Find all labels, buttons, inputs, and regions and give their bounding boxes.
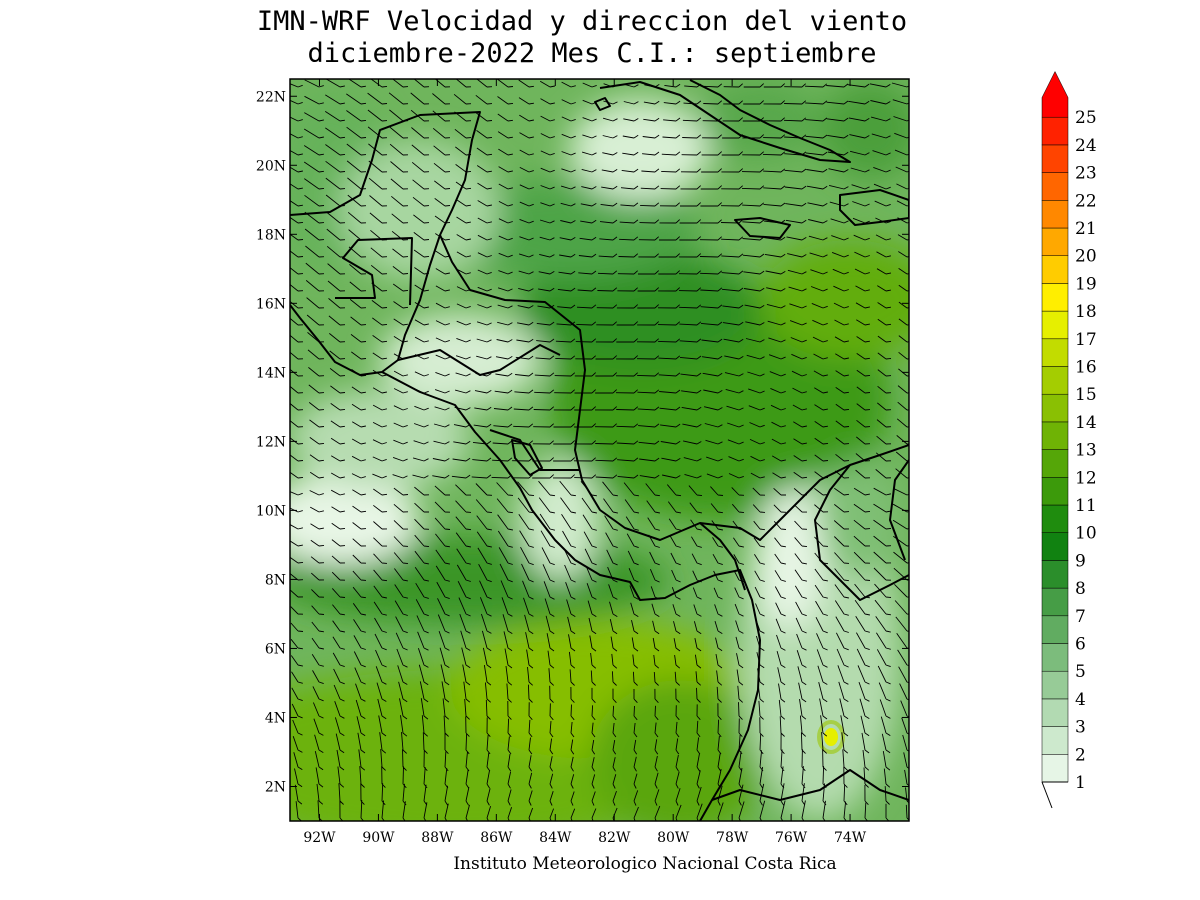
colorbar-swatch: [1041, 560, 1069, 589]
lat-tick-label: 4N: [265, 710, 286, 726]
lat-tick-label: 20N: [256, 158, 286, 174]
map-plot-area: [290, 79, 909, 821]
colorbar-swatch: [1041, 116, 1069, 146]
colorbar-label: 16: [1075, 358, 1097, 378]
lat-tick-label: 14N: [256, 365, 286, 381]
colorbar-label: 25: [1075, 108, 1097, 128]
colorbar-label: 19: [1075, 274, 1097, 294]
colorbar-label: 5: [1075, 662, 1086, 682]
lat-tick-label: 18N: [256, 227, 286, 243]
latitude-axis: 2N 4N 6N 8N 10N 12N 14N 16N 18N 20N 22N: [256, 89, 909, 795]
credit-label: Instituto Meteorologico Nacional Costa R…: [453, 854, 836, 874]
wind-barb-grid: [290, 79, 909, 821]
colorbar-swatch: [1041, 726, 1069, 755]
colorbar-label: 20: [1075, 247, 1097, 267]
colorbar-swatch: [1041, 283, 1069, 312]
colorbar-label: 14: [1075, 413, 1097, 433]
colorbar-label: 15: [1075, 385, 1097, 405]
lat-tick-label: 22N: [256, 89, 286, 105]
colorbar-label: 10: [1075, 524, 1097, 544]
colorbar-swatch: [1041, 227, 1069, 256]
colorbar-label: 9: [1075, 551, 1086, 571]
lon-tick-label: 86W: [480, 830, 513, 846]
coastlines: [290, 79, 909, 821]
lon-tick-label: 90W: [362, 830, 395, 846]
lon-tick-label: 84W: [539, 830, 572, 846]
lon-tick-label: 82W: [598, 830, 631, 846]
colorbar-swatch: [1041, 587, 1069, 617]
colorbar-label: 3: [1075, 718, 1086, 738]
colorbar-swatch: [1041, 70, 1069, 118]
colorbar-label: 1: [1075, 773, 1086, 793]
colorbar-swatch: [1041, 366, 1069, 395]
colorbar-swatch: [1041, 310, 1069, 340]
chart-subtitle: diciembre-2022 Mes C.I.: septiembre: [308, 38, 877, 69]
lat-tick-label: 12N: [256, 434, 286, 450]
colorbar-swatch: [1041, 393, 1069, 423]
colorbar-swatch: [1041, 449, 1069, 478]
colorbar-label: 17: [1075, 330, 1097, 350]
colorbar-swatch: [1041, 338, 1069, 367]
colorbar-swatch: [1041, 698, 1069, 727]
colorbar-swatch: [1041, 615, 1069, 644]
colorbar-label: 11: [1075, 496, 1097, 516]
lon-tick-label: 78W: [716, 830, 749, 846]
colorbar-swatch: [1041, 477, 1069, 506]
colorbar-label: 21: [1075, 219, 1097, 239]
chart-title: IMN-WRF Velocidad y direccion del viento: [257, 6, 907, 37]
lat-tick-label: 16N: [256, 296, 286, 312]
colorbar-swatch: [1041, 172, 1069, 201]
colorbar-swatch: [1041, 532, 1069, 561]
colorbar-swatch: [1041, 200, 1069, 229]
lat-tick-label: 2N: [265, 779, 286, 795]
colorbar-label: 8: [1075, 579, 1086, 599]
lon-tick-label: 92W: [303, 830, 336, 846]
colorbar-swatch: [1041, 754, 1069, 783]
wind-vectors: [290, 79, 909, 821]
colorbar-label: 6: [1075, 635, 1086, 655]
map-frame: [289, 78, 910, 822]
speed-hotspot-andes: [824, 728, 838, 746]
colorbar-label: 18: [1075, 302, 1097, 322]
lon-tick-label: 76W: [775, 830, 808, 846]
lat-tick-label: 6N: [265, 641, 286, 657]
colorbar: 1234567891011121314151617181920212223242…: [1041, 70, 1097, 809]
colorbar-swatch: [1041, 255, 1069, 284]
colorbar-swatch: [1041, 421, 1069, 450]
colorbar-swatch: [1041, 144, 1069, 173]
longitude-axis: 92W 90W 88W 86W 84W 82W 80W 78W 76W 74W: [303, 79, 867, 846]
colorbar-label: 7: [1075, 607, 1086, 627]
colorbar-label: 4: [1075, 690, 1086, 710]
colorbar-label: 13: [1075, 441, 1097, 461]
colorbar-label: 22: [1075, 191, 1097, 211]
colorbar-label: 12: [1075, 468, 1097, 488]
colorbar-label: 23: [1075, 164, 1097, 184]
colorbar-swatch: [1041, 670, 1069, 700]
colorbar-swatch: [1041, 504, 1069, 533]
colorbar-label: 2: [1075, 745, 1086, 765]
colorbar-swatch: [1041, 643, 1069, 672]
lon-tick-label: 80W: [657, 830, 690, 846]
lon-tick-label: 88W: [421, 830, 454, 846]
lon-tick-label: 74W: [834, 830, 867, 846]
lat-tick-label: 10N: [256, 503, 286, 519]
lat-tick-label: 8N: [265, 572, 286, 588]
colorbar-label: 24: [1075, 136, 1097, 156]
